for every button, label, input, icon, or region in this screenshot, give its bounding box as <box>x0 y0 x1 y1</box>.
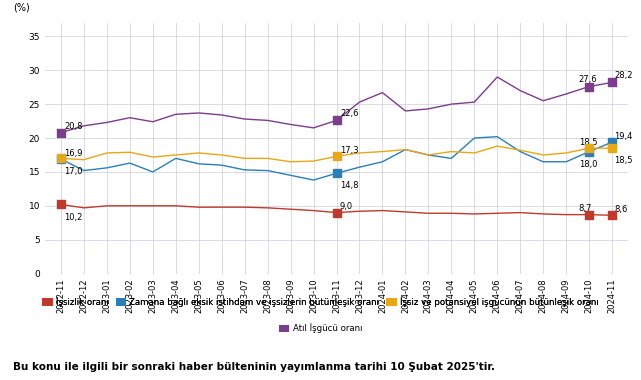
Text: 18,5: 18,5 <box>579 138 597 147</box>
Point <box>56 155 66 162</box>
Text: 8,7: 8,7 <box>579 204 592 213</box>
Text: 17,0: 17,0 <box>64 166 83 176</box>
Legend: Atıl İşgücü oranı: Atıl İşgücü oranı <box>279 323 362 333</box>
Text: 27,6: 27,6 <box>579 76 597 84</box>
Point <box>331 117 342 124</box>
Point <box>607 145 617 151</box>
Point <box>607 139 617 145</box>
Point <box>56 201 66 207</box>
Text: 19,4: 19,4 <box>615 132 633 141</box>
Text: 14,8: 14,8 <box>340 181 358 190</box>
Point <box>584 149 594 155</box>
Text: 28,2: 28,2 <box>615 71 633 81</box>
Text: 18,5: 18,5 <box>615 156 633 165</box>
Point <box>584 145 594 151</box>
Point <box>56 130 66 136</box>
Point <box>607 212 617 218</box>
Text: (%): (%) <box>13 3 29 13</box>
Point <box>331 170 342 176</box>
Legend: İşsizlik oranı, Zamana bağlı eksik istihdam ve işsizlerin bütünleşik oranı, İşsi: İşsizlik oranı, Zamana bağlı eksik istih… <box>42 297 599 307</box>
Text: Bu konu ile ilgili bir sonraki haber bülteninin yayımlanma tarihi 10 Şubat 2025': Bu konu ile ilgili bir sonraki haber bül… <box>13 363 495 372</box>
Text: 9,0: 9,0 <box>340 202 353 211</box>
Text: 22,6: 22,6 <box>340 109 358 119</box>
Point <box>584 212 594 218</box>
Point <box>607 79 617 86</box>
Text: 10,2: 10,2 <box>64 212 83 222</box>
Point <box>584 84 594 90</box>
Text: 16,9: 16,9 <box>64 149 83 158</box>
Text: 17,3: 17,3 <box>340 146 358 155</box>
Point <box>331 153 342 159</box>
Text: 18,0: 18,0 <box>579 160 597 169</box>
Text: 20,8: 20,8 <box>64 122 83 131</box>
Text: 8,6: 8,6 <box>615 205 628 214</box>
Point <box>56 156 66 162</box>
Point <box>331 209 342 215</box>
